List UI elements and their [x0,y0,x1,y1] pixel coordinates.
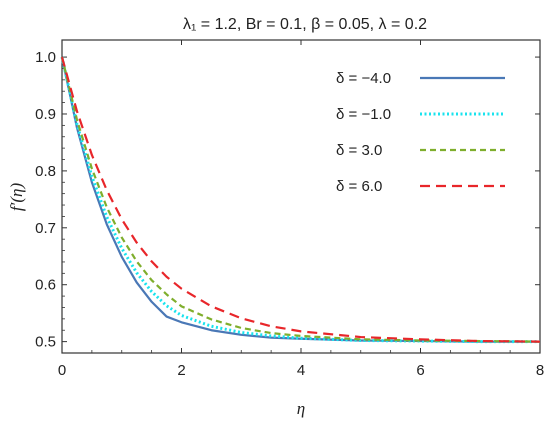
y-tick-label: 0.8 [35,163,56,180]
y-axis-label: f′(η) [7,183,26,212]
y-tick-label: 1.0 [35,49,56,66]
chart-title: λ₁ = 1.2, Br = 0.1, β = 0.05, λ = 0.2 [183,16,427,33]
x-tick-label: 8 [536,362,544,379]
legend-label: δ = −1.0 [336,106,391,123]
y-tick-label: 0.6 [35,277,56,294]
series-line-4 [60,56,541,343]
legend-label: δ = 6.0 [336,178,382,195]
series-layer [60,56,541,344]
x-tick-label: 2 [177,362,185,379]
legend-label: δ = −4.0 [336,70,391,87]
y-axis: 0.5 0.6 0.7 0.8 0.9 1.0 [35,49,540,351]
legend: δ = −4.0 δ = −1.0 δ = 3.0 δ = 6.0 [336,70,505,195]
y-tick-label: 0.9 [35,106,56,123]
x-tick-label: 6 [416,362,424,379]
x-axis: 0 2 4 6 8 [58,40,544,379]
series-line-2 [60,56,540,344]
legend-label: δ = 3.0 [336,142,382,159]
x-tick-label: 0 [58,362,66,379]
x-axis-label: η [297,399,305,418]
x-tick-label: 4 [297,362,305,379]
series-line-1 [60,56,540,343]
plot-frame [61,39,541,354]
y-tick-label: 0.7 [35,220,56,237]
y-tick-label: 0.5 [35,334,56,351]
series-line-3 [60,56,541,343]
